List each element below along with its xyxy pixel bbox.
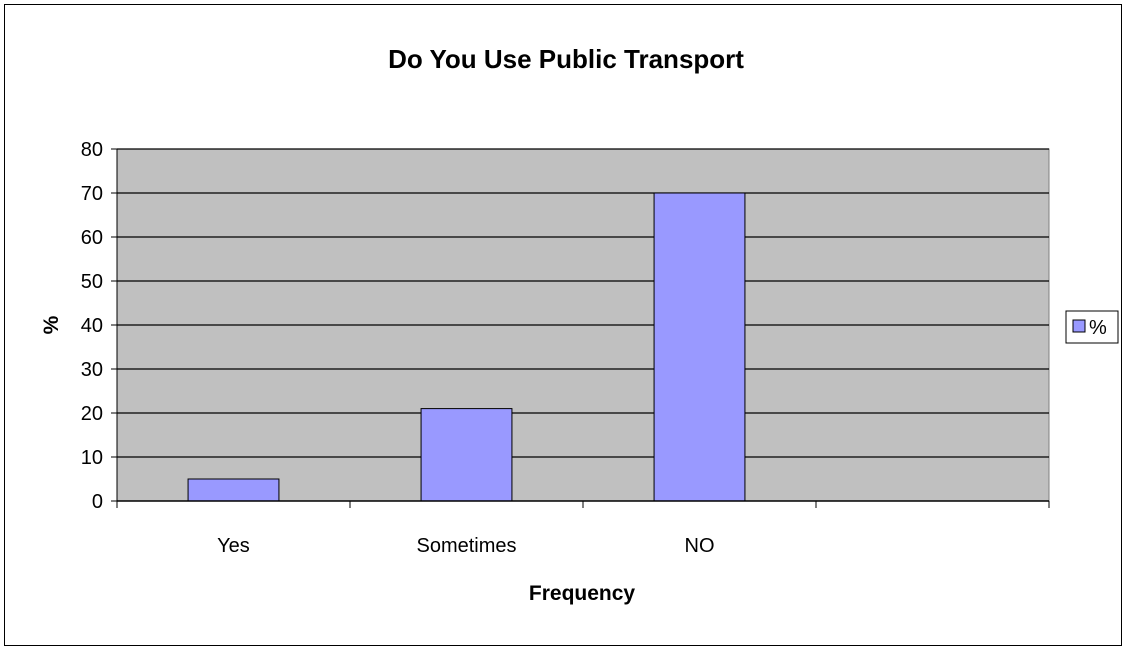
chart-title: Do You Use Public Transport bbox=[388, 44, 744, 74]
y-tick-label: 30 bbox=[81, 359, 103, 381]
bar bbox=[420, 408, 513, 502]
y-tick-label: 10 bbox=[81, 447, 103, 469]
bar bbox=[187, 478, 280, 502]
gridlines bbox=[117, 148, 1049, 458]
y-tick-label: 20 bbox=[81, 403, 103, 425]
legend-label: % bbox=[1089, 317, 1107, 339]
y-tick-label: 80 bbox=[81, 139, 103, 161]
y-axis-title: % bbox=[40, 315, 63, 334]
y-tick-label: 70 bbox=[81, 183, 103, 205]
y-tick-label: 0 bbox=[92, 491, 103, 513]
bars bbox=[187, 192, 746, 502]
y-axis: 0 10 20 30 40 50 60 70 80 bbox=[81, 139, 118, 513]
x-axis-title: Frequency bbox=[529, 582, 636, 605]
x-axis: Yes Sometimes NO bbox=[116, 500, 1050, 557]
legend: % bbox=[1065, 310, 1119, 344]
x-tick-label: Yes bbox=[217, 535, 250, 557]
bar bbox=[653, 192, 746, 502]
x-tick-label: Sometimes bbox=[416, 535, 516, 557]
y-tick-label: 40 bbox=[81, 315, 103, 337]
legend-swatch bbox=[1072, 319, 1086, 333]
x-tick-label: NO bbox=[685, 535, 715, 557]
y-tick-label: 60 bbox=[81, 227, 103, 249]
y-tick-label: 50 bbox=[81, 271, 103, 293]
